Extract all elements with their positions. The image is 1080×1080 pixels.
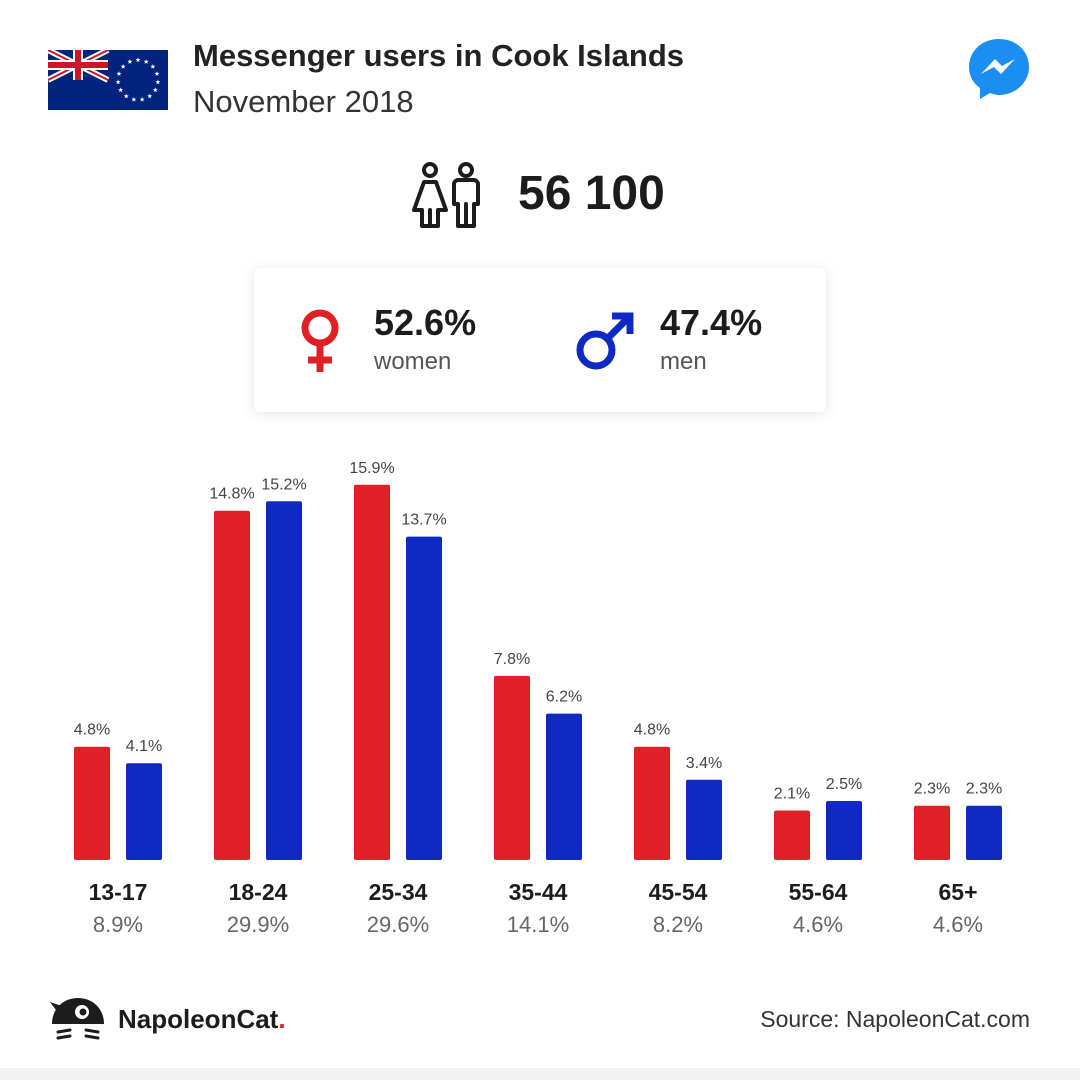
category-label-18-24: 18-24 — [229, 879, 288, 905]
bar-label-men-18-24: 15.2% — [261, 476, 306, 493]
category-total-25-34: 29.6% — [367, 912, 429, 937]
bar-women-45-54 — [634, 746, 670, 860]
page-title: Messenger users in Cook Islands — [193, 38, 685, 73]
category-total-55-64: 4.6% — [793, 912, 843, 937]
flag-star — [116, 71, 122, 76]
bar-men-45-54 — [686, 779, 722, 860]
bar-label-men-25-34: 13.7% — [401, 512, 446, 529]
bar-men-65+ — [966, 805, 1002, 860]
footer-strip — [0, 1068, 1080, 1080]
cook-islands-flag-icon — [48, 50, 168, 110]
bar-label-women-45-54: 4.8% — [634, 722, 670, 739]
flag-star — [154, 71, 160, 76]
napoleoncat-logo-icon — [50, 998, 104, 1040]
women-label: women — [374, 348, 452, 375]
flag-star — [131, 96, 137, 102]
flag-star — [152, 87, 158, 93]
messenger-icon — [969, 39, 1029, 99]
category-total-13-17: 8.9% — [93, 912, 143, 937]
flag-star — [127, 59, 133, 64]
bar-label-women-18-24: 14.8% — [209, 486, 254, 503]
flag-star — [123, 93, 129, 99]
bar-women-18-24 — [214, 510, 250, 860]
bar-men-55-64 — [826, 801, 862, 860]
bar-women-13-17 — [74, 746, 110, 860]
bar-women-55-64 — [774, 810, 810, 860]
men-percentage: 47.4% — [660, 302, 763, 343]
bar-men-25-34 — [406, 536, 442, 860]
flag-star — [139, 96, 145, 102]
flag-star — [155, 79, 161, 85]
category-label-55-64: 55-64 — [789, 879, 848, 905]
category-label-13-17: 13-17 — [89, 879, 148, 905]
page-subtitle: November 2018 — [193, 84, 414, 119]
brand-name-text: NapoleonCat — [118, 1004, 279, 1034]
male-symbol-icon — [576, 312, 634, 370]
bar-women-25-34 — [354, 484, 390, 860]
brand-name: NapoleonCat. — [118, 1004, 286, 1035]
gender-summary-card: 52.6% women 47.4% men — [254, 268, 826, 412]
flag-star — [120, 64, 126, 69]
flag-star — [115, 79, 121, 85]
bar-label-women-35-44: 7.8% — [494, 651, 530, 668]
source-note: Source: NapoleonCat.com — [760, 1006, 1030, 1032]
bar-label-women-25-34: 15.9% — [349, 460, 394, 477]
flag-star — [147, 93, 153, 99]
bar-women-65+ — [914, 805, 950, 860]
bar-men-35-44 — [546, 713, 582, 860]
total-users-value: 56 100 — [518, 167, 665, 220]
people-icon — [412, 162, 480, 228]
bar-label-men-65+: 2.3% — [966, 781, 1002, 798]
bar-label-men-13-17: 4.1% — [126, 738, 162, 755]
flag-star — [150, 64, 156, 69]
flag-star — [143, 59, 149, 64]
bar-men-13-17 — [126, 763, 162, 860]
women-percentage: 52.6% — [374, 302, 477, 343]
bar-label-women-13-17: 4.8% — [74, 722, 110, 739]
bar-men-18-24 — [266, 501, 302, 860]
female-symbol-icon — [301, 309, 339, 372]
category-total-18-24: 29.9% — [227, 912, 289, 937]
brand-dot: . — [278, 1004, 286, 1034]
category-label-65+: 65+ — [938, 879, 977, 905]
category-total-45-54: 8.2% — [653, 912, 703, 937]
category-label-45-54: 45-54 — [649, 879, 708, 905]
bar-label-men-55-64: 2.5% — [826, 776, 862, 793]
category-label-25-34: 25-34 — [369, 879, 428, 905]
men-label: men — [660, 348, 707, 375]
bar-women-35-44 — [494, 675, 530, 860]
flag-star — [118, 87, 124, 93]
bar-label-men-45-54: 3.4% — [686, 755, 722, 772]
bar-label-women-65+: 2.3% — [914, 781, 950, 798]
age-gender-bar-chart: 4.8% 4.1% 13-17 8.9% 14.8% 15.2% 18-24 29.9% 15.… — [74, 460, 1002, 937]
bar-label-women-55-64: 2.1% — [774, 785, 810, 802]
flag-star — [135, 57, 141, 63]
category-label-35-44: 35-44 — [509, 879, 568, 905]
bar-label-men-35-44: 6.2% — [546, 689, 582, 706]
category-total-35-44: 14.1% — [507, 912, 569, 937]
category-total-65+: 4.6% — [933, 912, 983, 937]
